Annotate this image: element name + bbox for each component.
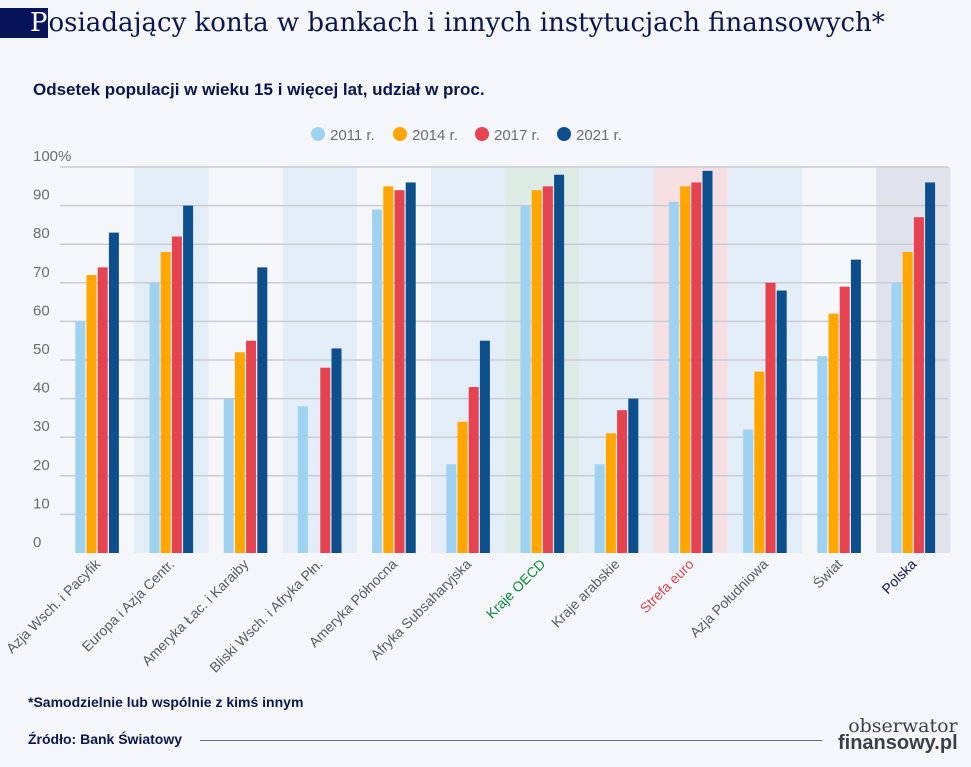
bar-2011r-8 [668,201,679,554]
legend-marker [311,127,325,141]
bar-2017r-11 [913,217,924,553]
bar-2014r-10 [828,313,839,553]
legend-marker [393,127,407,141]
y-tick-label: 20 [33,457,50,474]
bar-2011r-5 [446,464,457,553]
y-tick-label: 30 [33,418,50,435]
bar-2014r-0 [86,275,97,553]
legend-label: 2017 r. [494,127,540,144]
bar-2021r-9 [776,290,787,553]
logo-line2: finansowy.pl [838,732,958,754]
x-tick-label: Kraje OECD [483,556,549,622]
bar-2021r-6 [554,174,565,553]
bar-2014r-4 [383,186,394,554]
bar-2017r-9 [765,282,776,553]
bar-2021r-1 [183,205,194,553]
bar-2017r-10 [839,286,850,553]
footnote: *Samodzielnie lub wspólnie z kimś innym [28,694,304,710]
bar-2017r-2 [246,340,257,553]
bar-2021r-10 [850,259,861,553]
logo-line1: obserwator [848,715,958,737]
y-tick-label: 40 [33,380,50,397]
x-tick-label: Polska [878,556,919,597]
logo: obserwator finansowy.pl [838,715,958,754]
title-initial: P [0,8,48,38]
bar-2017r-5 [468,387,479,553]
bar-2011r-9 [743,429,754,553]
bar-2021r-3 [331,348,342,553]
bar-2011r-10 [817,356,828,553]
bar-2014r-2 [234,352,245,553]
y-tick-label: 0 [33,534,41,551]
y-tick-label: 90 [33,187,50,204]
bar-2017r-6 [542,186,553,554]
source-label: Źródło: Bank Światowy [28,731,183,747]
bar-2014r-11 [902,251,913,554]
y-tick-label: 50 [33,341,50,358]
x-tick-label: Kraje arabskie [548,556,623,631]
bar-2021r-2 [257,267,268,553]
bar-2021r-4 [405,182,416,553]
legend-label: 2014 r. [412,127,458,144]
bar-2017r-7 [617,410,628,553]
bar-2011r-3 [297,406,308,553]
bar-2017r-4 [394,190,405,553]
bar-2017r-1 [171,236,182,554]
legend-marker [557,127,571,141]
bar-2011r-4 [372,209,383,553]
bar-2021r-7 [628,398,639,553]
bar-2011r-7 [594,464,605,553]
chart-title: Posiadający konta w bankach i innych ins… [0,8,885,38]
bar-2014r-6 [531,190,542,553]
bar-2021r-5 [479,340,490,553]
bar-2011r-1 [149,282,160,553]
x-tick-label: Strefa euro [637,556,697,616]
bar-2011r-6 [520,205,531,553]
bar-2014r-5 [457,421,468,553]
bar-2017r-0 [97,267,108,553]
y-tick-label: 10 [33,495,50,512]
title-text: osiadający konta w bankach i innych inst… [48,8,885,38]
y-tick-label: 60 [33,302,50,319]
source-divider [200,740,822,741]
bar-2017r-3 [320,367,331,553]
bar-2014r-8 [680,186,691,554]
bar-2021r-0 [108,232,119,553]
bar-2021r-11 [925,182,936,553]
bar-2014r-7 [605,433,616,553]
bar-2017r-8 [691,182,702,553]
legend-label: 2011 r. [330,127,375,144]
y-tick-label: 100% [33,148,71,165]
chart-subtitle: Odsetek populacji w wieku 15 i więcej la… [33,80,485,99]
bar-2011r-11 [891,282,902,553]
bar-2014r-1 [160,251,171,554]
y-tick-label: 70 [33,264,50,281]
bar-2021r-8 [702,170,713,554]
bar-2011r-2 [223,398,234,553]
legend-marker [475,127,489,141]
y-tick-label: 80 [33,225,50,242]
x-tick-label: Świat [809,555,845,591]
x-tick-label: Azja Południowa [687,556,772,641]
bar-2014r-9 [754,371,765,553]
legend-label: 2021 r. [576,127,622,144]
bar-2011r-0 [75,321,86,553]
